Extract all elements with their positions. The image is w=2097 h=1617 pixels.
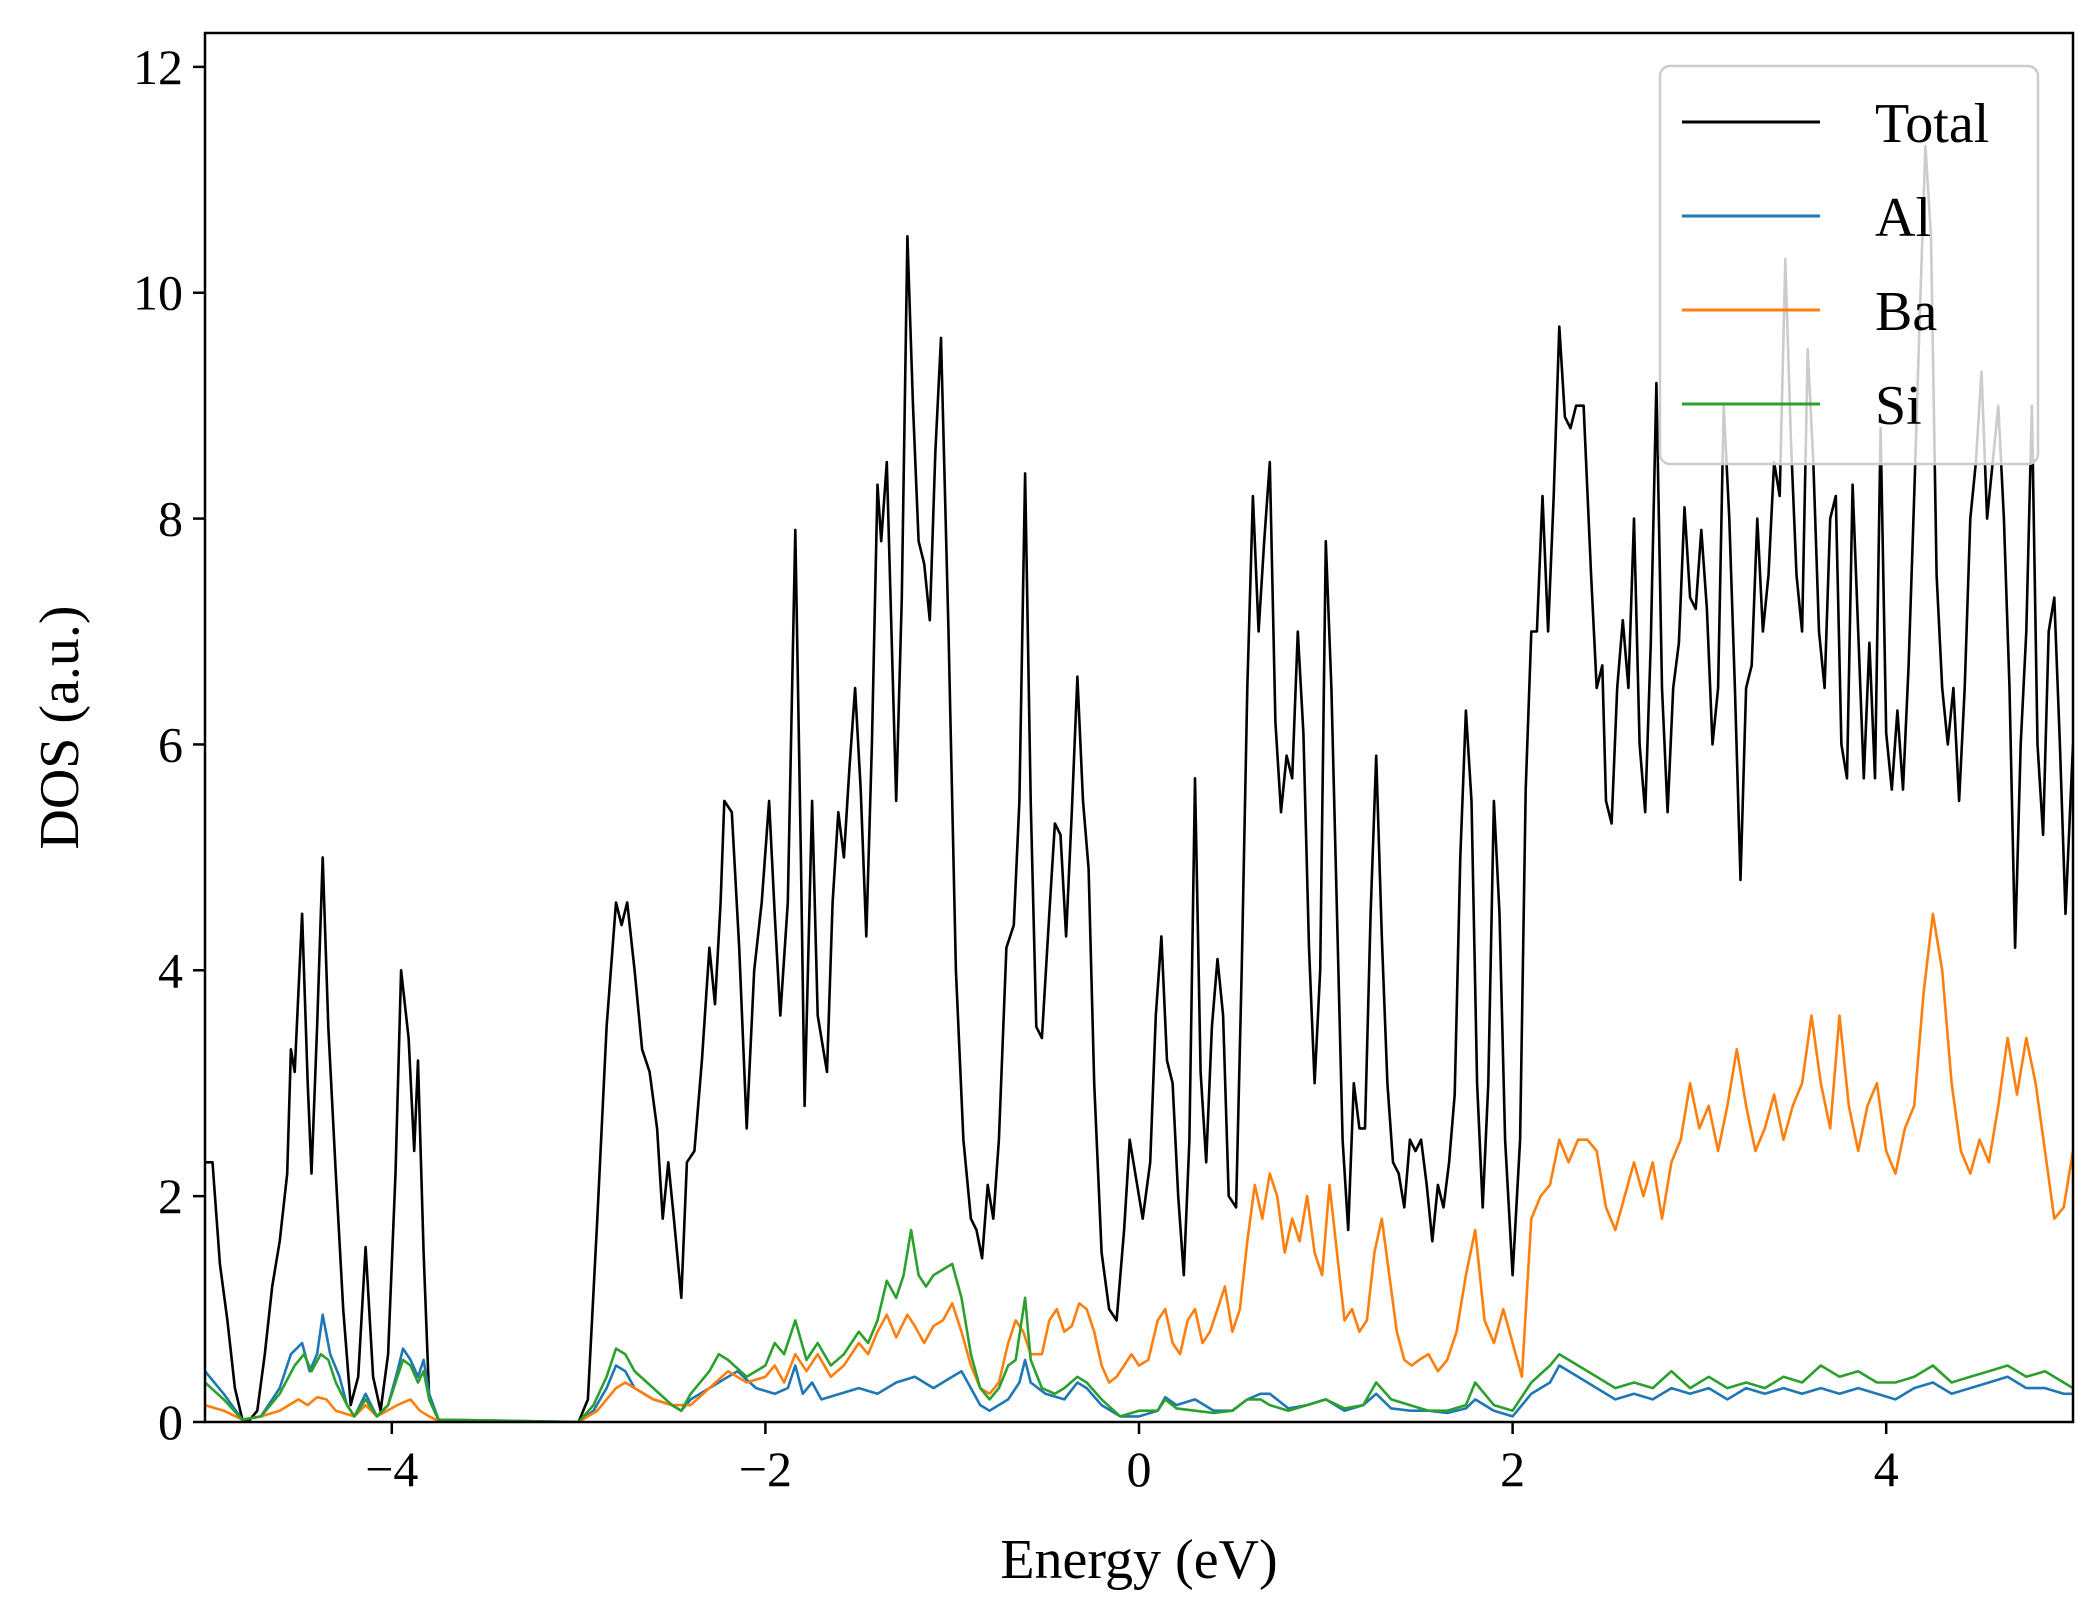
- series-line-total: [205, 144, 2073, 1422]
- axes-layer: −4 −2 0 2 4 0 2 4 6 8 10 12: [133, 31, 2075, 1497]
- x-tick-label: 2: [1500, 1441, 1525, 1497]
- series-line-si: [205, 1228, 2073, 1422]
- legend-label-total: Total: [1875, 93, 1989, 155]
- series-line-ba: [205, 912, 2073, 1422]
- x-tick-label: −4: [365, 1441, 418, 1497]
- legend-label-al: Al: [1875, 187, 1931, 249]
- legend-label-si: Si: [1875, 375, 1922, 437]
- series-line-al: [205, 1313, 2073, 1422]
- legend: Total Al Ba Si: [1658, 64, 2040, 466]
- series-layer: [205, 144, 2073, 1422]
- legend-box: [1658, 64, 2040, 466]
- x-tick-label: 0: [1127, 1441, 1152, 1497]
- x-tick-label: −2: [739, 1441, 792, 1497]
- y-tick-label: 0: [158, 1394, 183, 1450]
- y-axis-label: DOS (a.u.): [29, 605, 91, 849]
- legend-label-ba: Ba: [1875, 281, 1937, 343]
- y-tick-label: 4: [158, 942, 183, 998]
- y-tick-label: 8: [158, 491, 183, 547]
- y-tick-label: 10: [133, 265, 183, 321]
- y-tick-label: 6: [158, 716, 183, 772]
- y-tick-label: 12: [133, 39, 183, 95]
- x-tick-label: 4: [1874, 1441, 1899, 1497]
- x-axis-label: Energy (eV): [1000, 1529, 1277, 1591]
- y-tick-label: 2: [158, 1168, 183, 1224]
